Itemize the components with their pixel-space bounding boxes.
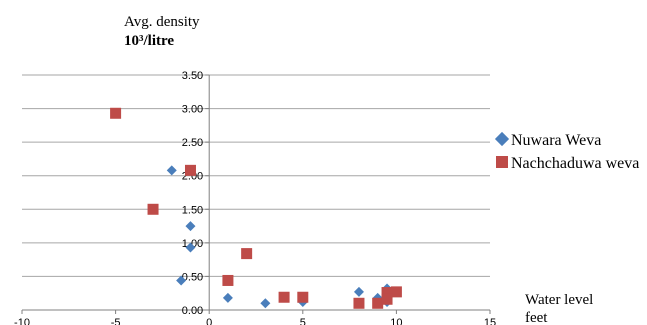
point-series1-3 (241, 248, 253, 260)
grid-lines (22, 74, 490, 277)
legend: Nuwara Weva Nachchaduwa weva (494, 131, 639, 172)
y-axis-title-line1: Avg. density (124, 14, 200, 30)
x-tick-label-0: -10 (14, 317, 30, 325)
axes (21, 74, 491, 314)
point-series1-0 (110, 107, 122, 119)
x-tick-labels: -10 -5 0 5 10 15 (14, 317, 496, 325)
legend-marker-nachchaduwa-weva (496, 156, 508, 168)
y-tick-label-7: 3.50 (182, 70, 203, 82)
point-series1-11 (381, 293, 393, 305)
x-tick-label-2: 0 (206, 317, 212, 325)
x-tick-label-3: 5 (300, 317, 306, 325)
point-series1-7 (353, 297, 365, 309)
point-series1-2 (147, 203, 159, 215)
x-tick-label-5: 15 (484, 317, 496, 325)
y-axis-title-line2: 10³/litre (124, 33, 174, 49)
y-tick-label-6: 3.00 (182, 104, 203, 116)
x-tick-label-4: 10 (390, 317, 402, 325)
point-series0-7 (353, 286, 364, 297)
point-series0-1 (185, 221, 196, 232)
legend-label-nachchaduwa-weva: Nachchaduwa weva (511, 155, 639, 172)
legend-marker-nuwara-weva (494, 131, 510, 147)
point-series1-10 (390, 286, 402, 298)
point-series1-6 (297, 291, 309, 303)
x-tick-label-1: -5 (111, 317, 121, 325)
point-series1-8 (372, 297, 384, 309)
point-series0-5 (260, 298, 271, 309)
point-series1-4 (222, 274, 234, 286)
point-series1-9 (381, 287, 393, 299)
y-tick-label-3: 1.50 (182, 204, 203, 216)
legend-label-nuwara-weva: Nuwara Weva (511, 132, 601, 149)
y-tick-label-0: 0.00 (182, 305, 203, 317)
point-series0-0 (166, 165, 177, 176)
point-series1-5 (278, 291, 290, 303)
y-tick-label-1: 0.50 (182, 271, 203, 283)
x-axis-title-line2: feet (525, 310, 548, 325)
point-series1-1 (184, 164, 196, 176)
point-series0-4 (222, 292, 233, 303)
x-axis-title-line1: Water level (525, 292, 593, 308)
point-series0-3 (176, 275, 187, 286)
y-tick-label-5: 2.50 (182, 137, 203, 149)
data-points (110, 107, 402, 309)
point-series0-2 (185, 242, 196, 253)
